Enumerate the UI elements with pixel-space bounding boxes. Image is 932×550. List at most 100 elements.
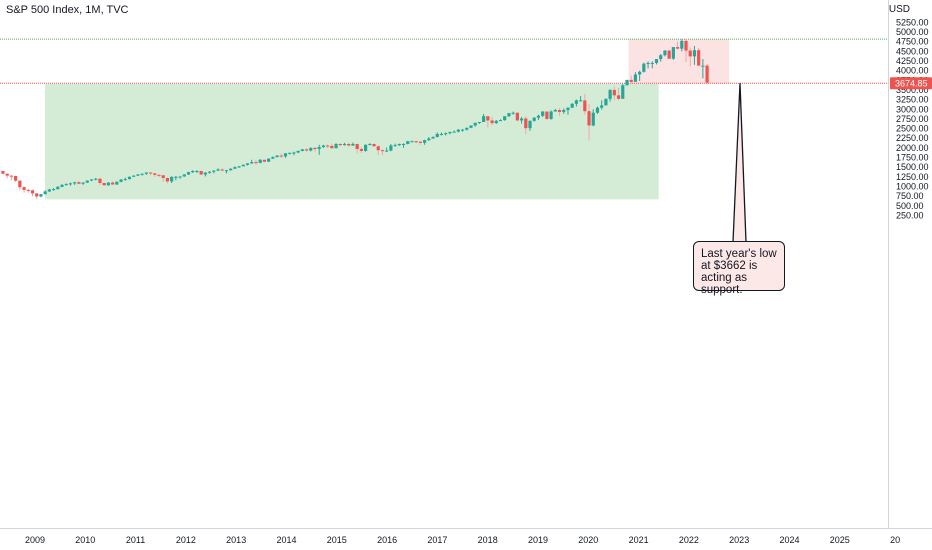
candle-body: [507, 113, 511, 117]
candle-body: [148, 172, 153, 174]
candle-body: [334, 143, 338, 149]
candle-body: [199, 171, 203, 175]
candle-body: [574, 100, 578, 104]
time-tick-label: 2024: [779, 535, 799, 545]
price-tick-label: 1750.00: [896, 153, 929, 163]
candle-body: [119, 179, 123, 182]
candle-body: [39, 194, 43, 197]
candle-body: [482, 116, 486, 122]
price-tick-label: 3250.00: [896, 95, 929, 105]
candle-body: [283, 153, 288, 157]
chart-title: S&P 500 Index, 1M, TVC: [6, 4, 129, 16]
candle-body: [705, 65, 709, 83]
time-tick-label: 2009: [25, 535, 45, 545]
time-tick-label: 2010: [75, 535, 95, 545]
candle-body: [43, 191, 47, 195]
candle-body: [89, 179, 94, 181]
candle-body: [595, 107, 600, 113]
candle-body: [237, 166, 241, 168]
candle-body: [144, 172, 148, 174]
candle-body: [216, 169, 220, 171]
price-tick-label: 3500.00: [896, 85, 929, 95]
candle-body: [549, 111, 553, 119]
support-annotation[interactable]: Last year's low at $3662 is acting as su…: [693, 241, 785, 296]
candle-body: [528, 120, 532, 129]
candle-body: [616, 95, 621, 99]
candle-body: [73, 182, 77, 184]
candle-body: [313, 147, 317, 150]
candle-body: [18, 180, 22, 188]
candle-body: [406, 141, 410, 144]
candle-body: [393, 145, 397, 147]
candle-body: [423, 140, 427, 143]
candle-body: [292, 152, 296, 154]
candle-body: [697, 50, 701, 66]
candle-body: [385, 150, 389, 152]
candle-body: [262, 159, 267, 162]
candle-body: [503, 116, 507, 121]
candle-body: [490, 120, 494, 124]
candle-body: [562, 110, 566, 112]
time-tick-label: 20: [890, 535, 900, 545]
candle-body: [157, 174, 161, 176]
candle-body: [22, 187, 26, 190]
horizontal-lines-layer: [0, 38, 888, 84]
candle-body: [680, 40, 684, 49]
time-tick-label: 2016: [377, 535, 397, 545]
price-tick-label: 4750.00: [896, 37, 929, 47]
candle-body: [254, 162, 258, 164]
time-axis[interactable]: 2009 2010 2011 2012 2013 2014 2015 2016 2017 2018…: [0, 528, 932, 546]
candle-body: [153, 173, 157, 175]
candle-body: [608, 89, 612, 99]
price-tick-label: 2750.00: [896, 114, 929, 124]
candle-body: [132, 175, 136, 177]
candle-body: [545, 111, 549, 119]
candle-body: [591, 112, 595, 126]
candle-body: [410, 141, 414, 143]
candle-body: [372, 143, 376, 147]
candle-body: [51, 189, 56, 191]
candle-body: [654, 59, 659, 63]
candle-body: [511, 112, 515, 114]
candle-body: [186, 172, 191, 175]
time-tick-label: 2017: [427, 535, 447, 545]
candle-body: [81, 182, 85, 184]
candle-body: [444, 133, 448, 135]
candle-body: [224, 170, 229, 172]
candle-body: [26, 189, 30, 191]
candle-body: [245, 163, 250, 165]
candle-body: [688, 50, 692, 57]
candle-body: [94, 178, 98, 180]
candle-body: [621, 85, 625, 99]
candle-body: [460, 129, 465, 131]
candle-body: [376, 146, 380, 151]
candle-body: [279, 155, 283, 157]
time-tick-label: 2013: [226, 535, 246, 545]
candle-body: [650, 62, 654, 64]
candle-body: [258, 159, 262, 163]
candle-body: [191, 171, 195, 173]
candle-body: [659, 55, 663, 60]
candle-body: [355, 143, 359, 150]
price-tick-label: 250.00: [896, 210, 924, 220]
candle-body: [288, 152, 292, 154]
callout-pointer: [732, 83, 747, 243]
time-tick-label: 2014: [276, 535, 296, 545]
candle-body: [229, 168, 233, 171]
price-tick-label: 1500.00: [896, 162, 929, 172]
price-tick-label: 2500.00: [896, 124, 929, 134]
time-tick-label: 2012: [176, 535, 196, 545]
price-axis[interactable]: 5250.005000.004750.004500.004250.004000.…: [888, 0, 929, 528]
candle-body: [519, 118, 524, 121]
candle-body: [136, 174, 140, 176]
candle-body: [267, 158, 271, 162]
candle-body: [532, 117, 536, 121]
price-tick-label: 750.00: [896, 191, 924, 201]
zone-green: [45, 83, 659, 200]
candle-body: [174, 176, 178, 178]
price-tick-label: 4250.00: [896, 56, 929, 66]
candle-body: [161, 175, 165, 178]
candle-body: [629, 79, 633, 82]
candle-body: [35, 193, 39, 197]
